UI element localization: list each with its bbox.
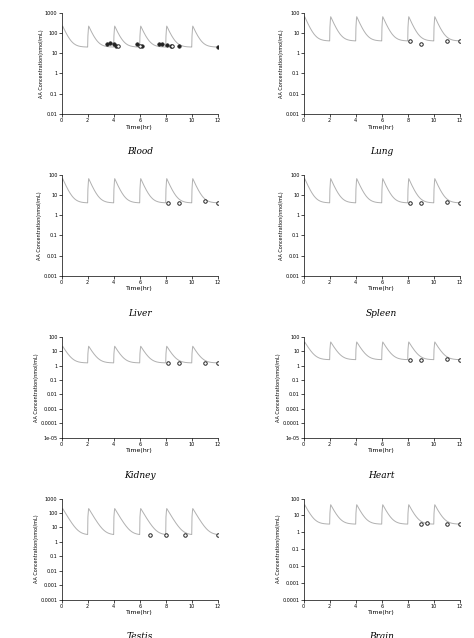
Title: Liver: Liver (128, 309, 152, 318)
X-axis label: Time(hr): Time(hr) (126, 124, 153, 130)
Y-axis label: AA Concentration(nmol/mL): AA Concentration(nmol/mL) (34, 353, 39, 422)
X-axis label: Time(hr): Time(hr) (368, 449, 395, 454)
X-axis label: Time(hr): Time(hr) (126, 286, 153, 292)
Title: Brain: Brain (369, 632, 394, 638)
Title: Heart: Heart (368, 471, 395, 480)
X-axis label: Time(hr): Time(hr) (368, 124, 395, 130)
Y-axis label: AA Concentration(nmol/mL): AA Concentration(nmol/mL) (279, 29, 284, 98)
X-axis label: Time(hr): Time(hr) (126, 449, 153, 454)
X-axis label: Time(hr): Time(hr) (368, 286, 395, 292)
Title: Spleen: Spleen (366, 309, 397, 318)
Y-axis label: AA Concentration(nmol/mL): AA Concentration(nmol/mL) (279, 191, 284, 260)
Y-axis label: AA Concentration(nmol/mL): AA Concentration(nmol/mL) (34, 515, 39, 583)
Y-axis label: AA Concentration(nmol/mL): AA Concentration(nmol/mL) (276, 353, 281, 422)
Title: Lung: Lung (370, 147, 393, 156)
Title: Kidney: Kidney (124, 471, 155, 480)
Title: Blood: Blood (127, 147, 153, 156)
Title: Testis: Testis (127, 632, 153, 638)
X-axis label: Time(hr): Time(hr) (126, 611, 153, 615)
X-axis label: Time(hr): Time(hr) (368, 611, 395, 615)
Y-axis label: AA Concentration(nmol/mL): AA Concentration(nmol/mL) (37, 191, 42, 260)
Y-axis label: AA Concentration(nmol/mL): AA Concentration(nmol/mL) (276, 515, 281, 583)
Y-axis label: AA Concentration(nmol/mL): AA Concentration(nmol/mL) (38, 29, 44, 98)
